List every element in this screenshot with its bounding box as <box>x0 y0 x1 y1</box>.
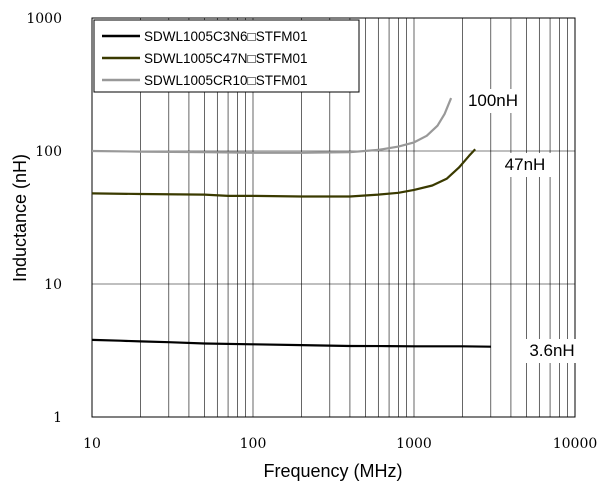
series-line-3 <box>91 97 453 154</box>
annotation-layer: 100nH 47nH 3.6nH <box>463 89 582 363</box>
x-tick-label: 1000 <box>396 436 432 452</box>
legend: SDWL1005C3N6□STFM01 SDWL1005C47N□STFM01 SD… <box>93 19 360 93</box>
series-line-2 <box>91 148 477 198</box>
x-tick-label: 100 <box>240 436 267 452</box>
legend-label: SDWL1005C47N□STFM01 <box>144 51 307 66</box>
annotation-label: 47nH <box>505 155 546 174</box>
y-tick-label: 100 <box>35 144 62 160</box>
y-tick-label: 1000 <box>26 11 62 27</box>
y-tick-label: 10 <box>44 277 62 293</box>
x-tick-label: 10000 <box>553 436 598 452</box>
x-tick-label: 10 <box>83 436 101 452</box>
series-line-1 <box>91 338 491 348</box>
legend-label: SDWL1005CR10□STFM01 <box>144 73 307 88</box>
annotation-bg <box>495 153 555 177</box>
annotation-label: 3.6nH <box>529 341 574 360</box>
annotation-bg <box>463 89 523 113</box>
tick-labels: 1 10 100 1000 10 100 1000 10000 <box>26 11 597 452</box>
legend-label: SDWL1005C3N6□STFM01 <box>144 29 307 44</box>
y-axis-title: Inductance (nH) <box>10 154 30 282</box>
y-tick-label: 1 <box>53 410 62 426</box>
x-axis-title: Frequency (MHz) <box>263 461 402 481</box>
annotation-label: 100nH <box>468 91 518 110</box>
series-layer <box>91 97 491 348</box>
plot-frame <box>91 17 576 418</box>
annotation-bg <box>522 339 582 363</box>
